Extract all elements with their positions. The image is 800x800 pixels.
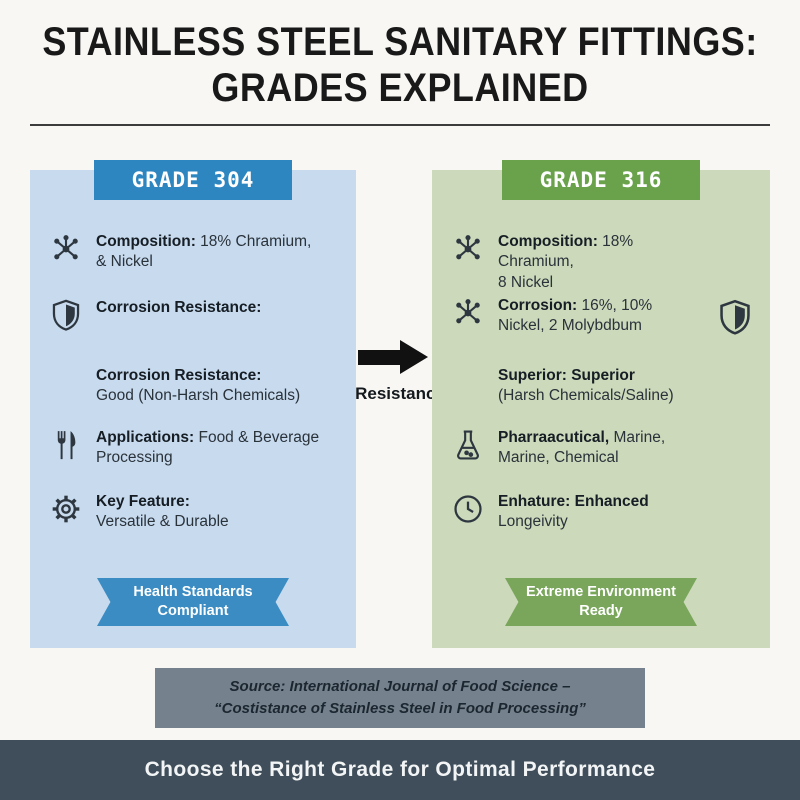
footer-banner: Choose the Right Grade for Optimal Perfo… xyxy=(0,740,800,800)
row-value: Versatile & Durable xyxy=(96,513,229,531)
key-feature-row-304: Key Feature: Versatile & Durable xyxy=(44,492,346,533)
shield-icon xyxy=(716,298,754,341)
corrosion-row-304: Corrosion Resistance: xyxy=(44,298,346,332)
row-value: Longeivity xyxy=(498,513,568,531)
superior-row-316: Superior: Superior (Harsh Chemicals/Sali… xyxy=(446,366,760,407)
composition-row-316: Composition: 18% Chramium, 8 Nickel xyxy=(446,232,708,293)
row-text: Applications: Food & Beverage Processing xyxy=(96,428,346,469)
utensils-icon xyxy=(44,428,88,462)
applications-row-316: Pharraacutical, Marine, Marine, Chemical xyxy=(446,428,760,469)
row-text: Key Feature: Versatile & Durable xyxy=(96,492,346,533)
row-value: 18% Chramium, & Nickel xyxy=(96,233,312,271)
molecule-icon xyxy=(44,232,88,266)
row-text: Corrosion: 16%, 10% Nickel, 2 Molybdbum xyxy=(498,296,708,337)
row-label: Superior: Superior xyxy=(498,367,635,384)
row-label: Applications: xyxy=(96,429,195,446)
gear-icon xyxy=(44,492,88,526)
row-value: (Harsh Chemicals/Saline) xyxy=(498,387,674,405)
row-value: Good (Non-Harsh Chemicals) xyxy=(96,387,301,405)
row-text: Pharraacutical, Marine, Marine, Chemical xyxy=(498,428,760,469)
row-value: Marine, Marine, Chemical xyxy=(498,429,666,467)
page-title-line1: STAINLESS STEEL SANITARY FITTINGS: xyxy=(42,20,758,64)
arrow-shaft xyxy=(358,349,400,365)
row-text: Composition: 18% Chramium, 8 Nickel xyxy=(498,232,708,293)
molecule-icon xyxy=(446,232,490,266)
row-text: Enhature: Enhanced Longeivity xyxy=(498,492,760,533)
row-value: 18% Chramium, 8 Nickel xyxy=(498,233,634,291)
source-citation: Source: International Journal of Food Sc… xyxy=(155,668,645,728)
composition-row-304: Composition: 18% Chramium, & Nickel xyxy=(44,232,346,273)
row-label: Pharraacutical, xyxy=(498,429,610,446)
clock-icon xyxy=(446,492,490,526)
grade-304-ribbon: Health Standards Compliant xyxy=(97,578,289,626)
row-label: Corrosion Resistance: xyxy=(96,299,262,316)
row-indent-spacer xyxy=(44,366,88,400)
grade-304-panel: GRADE 304 Composition: 18% Chramium, & N… xyxy=(30,160,356,648)
applications-row-304: Applications: Food & Beverage Processing xyxy=(44,428,346,469)
grade-316-panel: GRADE 316 Composition: 18% Chramium, 8 N… xyxy=(432,160,770,648)
row-text: Composition: 18% Chramium, & Nickel xyxy=(96,232,346,273)
molecule-icon xyxy=(446,296,490,330)
shield-icon xyxy=(44,298,88,332)
row-label: Composition: xyxy=(96,233,196,250)
grade-304-header: GRADE 304 xyxy=(94,160,292,200)
arrow-head xyxy=(400,340,428,374)
row-value: 16%, 10% Nickel, 2 Molybdbum xyxy=(498,297,653,335)
row-label: Composition: xyxy=(498,233,598,250)
title-divider xyxy=(30,124,770,126)
corrosion-row-316: Corrosion: 16%, 10% Nickel, 2 Molybdbum xyxy=(446,296,708,337)
page-title-line2: GRADES EXPLAINED xyxy=(211,65,589,110)
grade-316-ribbon: Extreme Environment Ready xyxy=(505,578,697,626)
row-value: Food & Beverage Processing xyxy=(96,429,320,467)
corrosion-detail-row-304: Corrosion Resistance: Good (Non-Harsh Ch… xyxy=(44,366,346,407)
row-label: Key Feature: xyxy=(96,493,190,510)
arrow-right-icon xyxy=(358,340,428,374)
row-label: Enhature: Enhanced xyxy=(498,493,649,510)
row-indent-spacer xyxy=(446,366,490,400)
longevity-row-316: Enhature: Enhanced Longeivity xyxy=(446,492,760,533)
row-text: Corrosion Resistance: Good (Non-Harsh Ch… xyxy=(96,366,346,407)
flask-icon xyxy=(446,428,490,462)
row-text: Superior: Superior (Harsh Chemicals/Sali… xyxy=(498,366,760,407)
page-title: STAINLESS STEEL SANITARY FITTINGS: GRADE… xyxy=(40,20,760,111)
row-label: Corrosion Resistance: xyxy=(96,367,262,384)
row-text: Corrosion Resistance: xyxy=(96,298,346,318)
row-label: Corrosion: xyxy=(498,297,578,314)
arrow-label: Resistance xyxy=(355,384,445,403)
grade-316-header: GRADE 316 xyxy=(502,160,700,200)
